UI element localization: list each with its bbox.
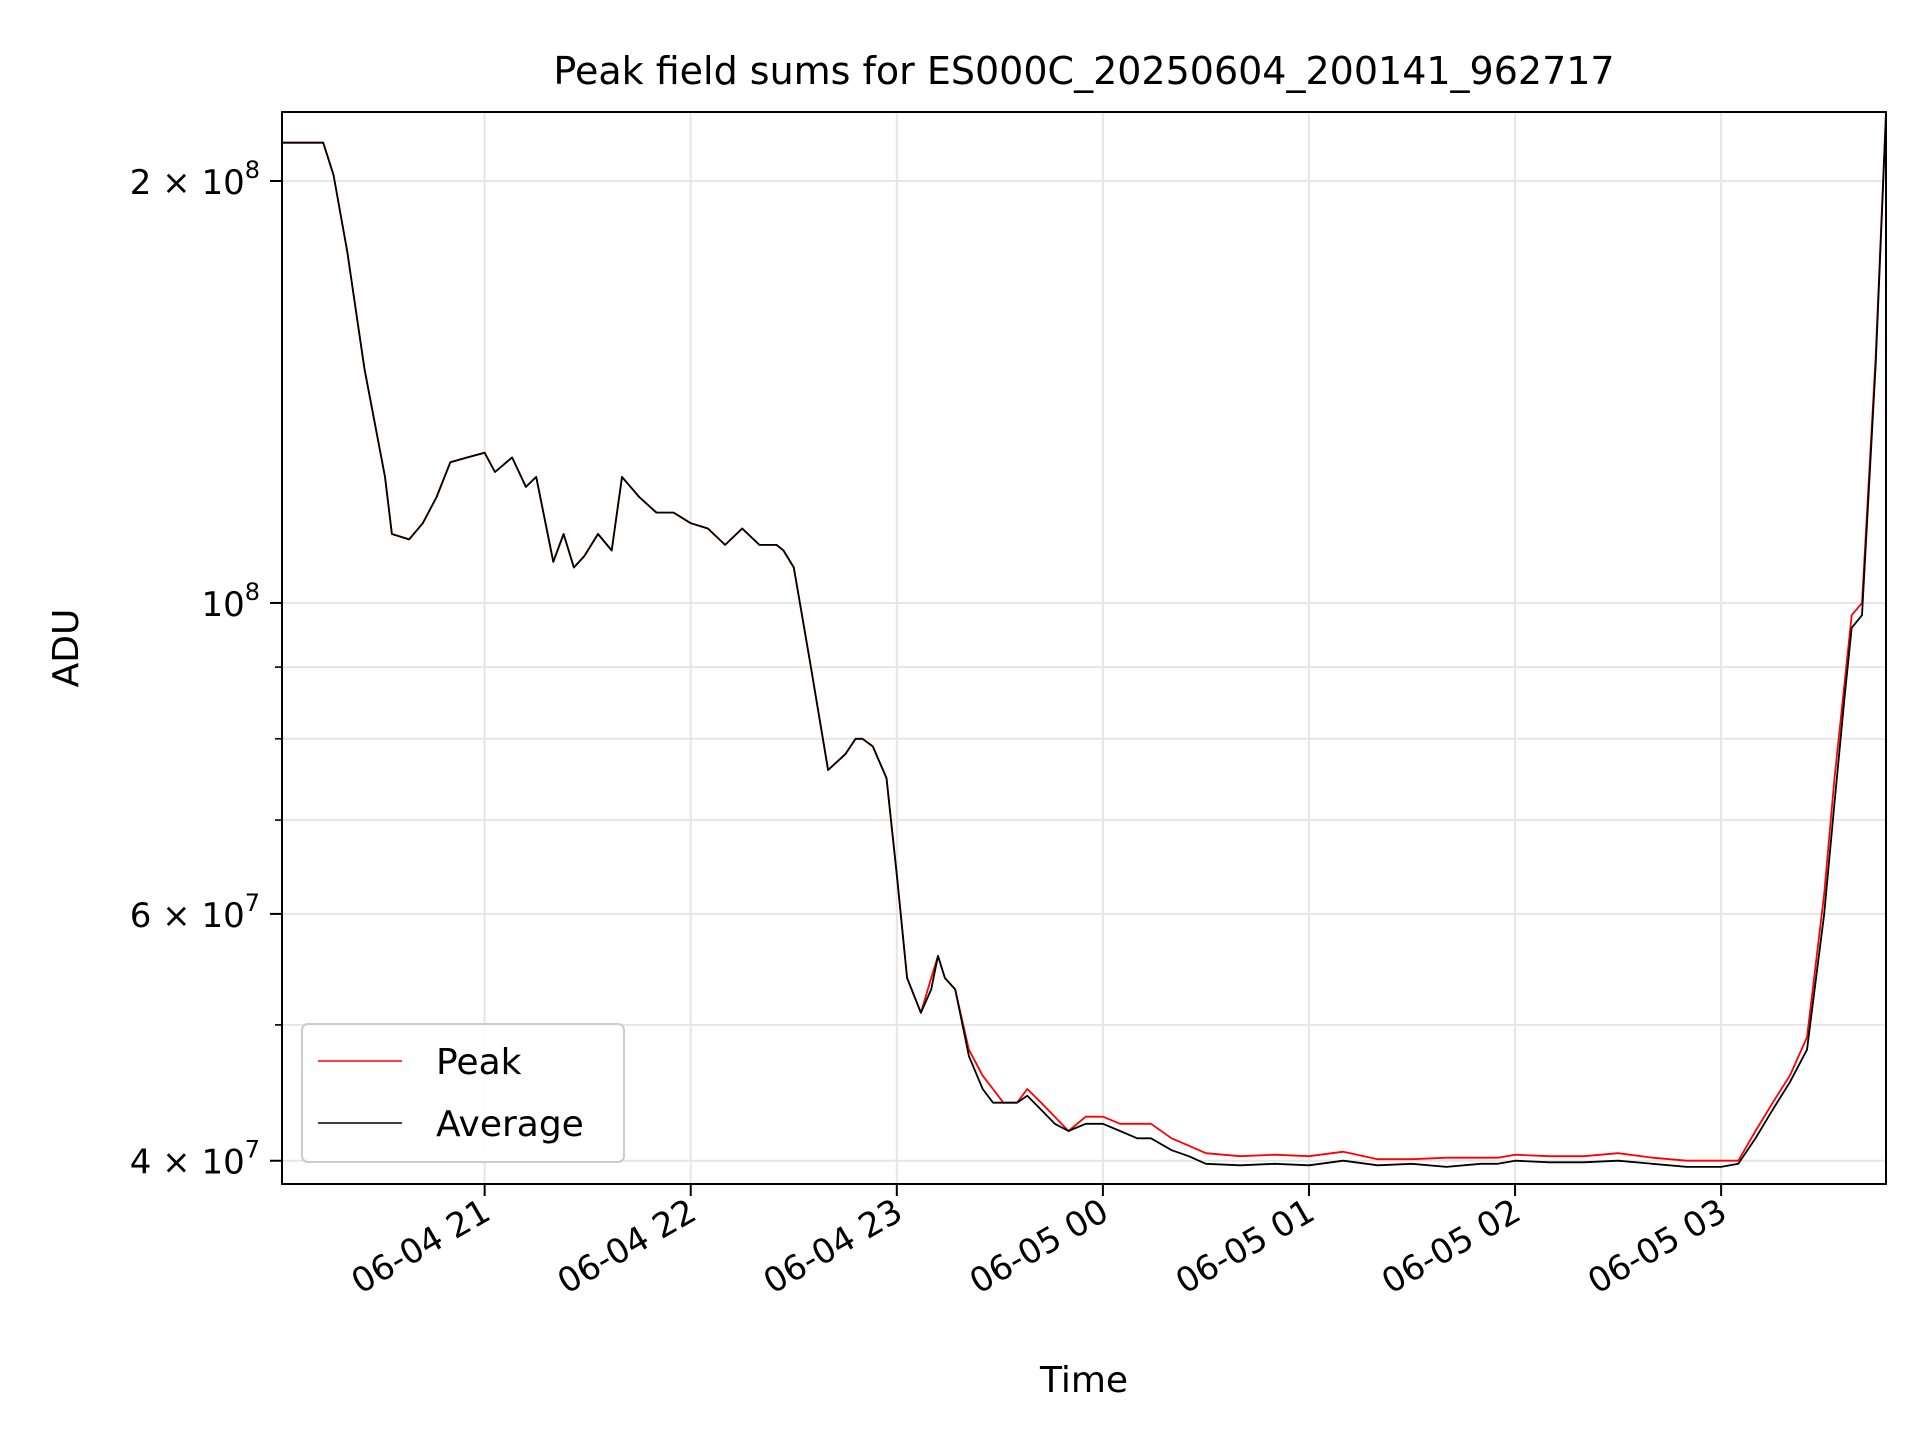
- grid-lines: [282, 112, 1886, 1184]
- chart-title: Peak field sums for ES000C_20250604_2001…: [553, 49, 1614, 93]
- legend-label-average: Average: [436, 1104, 584, 1145]
- legend: Peak Average: [301, 1023, 625, 1163]
- y-tick-label: 6 × 107: [130, 889, 260, 936]
- series-line-average: [282, 114, 1887, 1168]
- series-lines: [282, 111, 1887, 1168]
- legend-box: [301, 1023, 625, 1163]
- y-tick-label: 2 × 108: [130, 156, 260, 203]
- y-axis-label: ADU: [46, 609, 87, 688]
- plot-area-frame: [281, 111, 1887, 1185]
- legend-label-peak: Peak: [436, 1042, 522, 1083]
- y-tick-label: 4 × 107: [130, 1136, 260, 1183]
- x-axis-label: Time: [1039, 1360, 1128, 1401]
